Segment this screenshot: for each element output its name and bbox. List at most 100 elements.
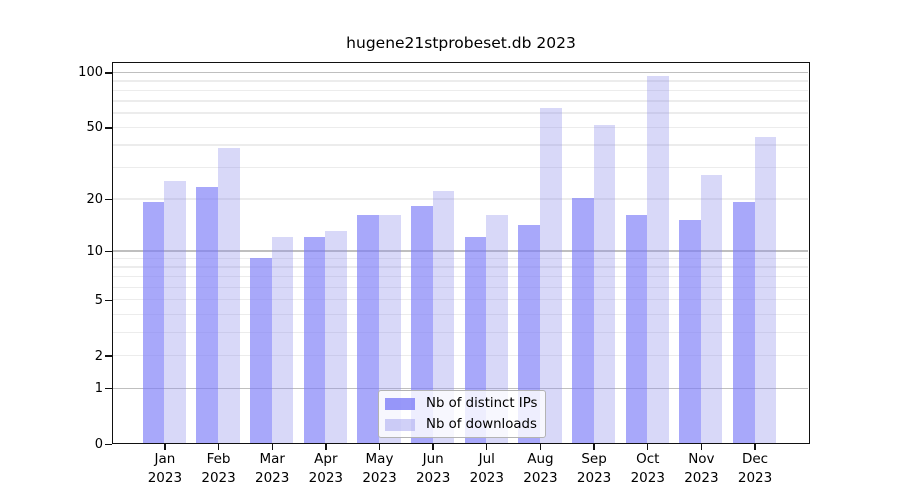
bar-feb-downloads [218,148,240,443]
y-tick-label: 20 [86,191,103,207]
bar-aug-distinct-ips [518,225,540,443]
bar-jun-downloads [432,190,455,443]
y-tick-mark [105,198,112,201]
x-axis-label-jan: Jan 2023 [127,450,203,488]
x-label-month: Oct [636,451,660,467]
x-label-year: 2023 [201,470,236,486]
x-axis-label-aug: Aug 2023 [502,450,578,488]
x-axis-label-may: May 2023 [342,450,418,488]
x-label-month: Aug [527,451,554,467]
x-label-month: Sep [581,451,607,467]
chart-title: hugene21stprobeset.db 2023 [346,34,576,52]
bar-apr-downloads [325,230,347,443]
legend-swatch-ips [385,397,415,410]
gridline-minor [113,354,808,357]
gridline-minor [113,80,808,82]
x-axis-label-dec: Dec 2023 [717,450,793,488]
x-label-month: Nov [688,451,715,467]
gridline-minor [113,126,808,129]
legend-label: Nb of distinct IPs [426,395,538,411]
bar-aug-downloads [539,108,562,443]
y-tick-mark [105,72,112,74]
y-tick-label: 5 [94,292,103,308]
x-label-year: 2023 [684,470,719,486]
x-axis-label-apr: Apr 2023 [288,450,364,488]
x-label-month: May [365,451,394,467]
x-axis-label-oct: Oct 2023 [610,450,686,488]
bar-nov-downloads [700,174,723,443]
y-tick-mark [105,355,112,357]
bar-oct-downloads [647,76,669,443]
x-tick-mark [700,444,703,450]
y-tick-label: 10 [86,243,103,259]
x-tick-mark [486,444,488,450]
x-axis-label-jun: Jun 2023 [395,450,471,488]
x-tick-mark [539,444,542,450]
x-tick-mark [325,444,327,450]
gridline-minor [113,331,808,334]
legend-item-distinct-ips: Nb of distinct IPs [385,395,539,411]
x-tick-mark [754,444,756,450]
gridline-minor [113,299,808,301]
x-axis-label-nov: Nov 2023 [663,450,739,488]
gridline-major [113,71,808,74]
x-axis-label-sep: Sep 2023 [556,450,632,488]
legend-label: Nb of downloads [426,416,537,432]
y-tick-label: 100 [78,65,103,81]
gridline-major [113,250,808,252]
x-label-year: 2023 [362,470,397,486]
y-tick-mark [105,388,112,390]
x-label-month: Jan [154,451,176,467]
x-tick-mark [217,444,220,450]
x-axis-label-jul: Jul 2023 [449,450,525,488]
x-tick-mark [271,444,273,450]
x-tick-mark [378,444,381,450]
gridline-minor [113,198,808,200]
bar-mar-downloads [271,236,294,443]
x-label-year: 2023 [415,470,451,486]
gridline-minor [113,257,808,260]
bar-jan-downloads [164,180,186,443]
bar-sep-distinct-ips [572,197,594,443]
x-label-month: Dec [741,451,769,467]
gridline-minor [113,144,808,146]
y-tick-mark [105,127,112,129]
bar-may-downloads [379,214,401,443]
x-label-year: 2023 [523,470,558,486]
x-label-month: Mar [259,451,285,467]
x-axis-label-feb: Feb 2023 [181,450,257,488]
x-label-year: 2023 [308,470,344,486]
gridline-minor [113,100,808,102]
x-label-month: Jul [478,451,495,467]
gridline-minor [113,286,808,288]
x-label-month: Jun [422,451,444,467]
bar-dec-distinct-ips [732,201,755,443]
bar-nov-distinct-ips [679,219,701,443]
gridline-minor [113,89,808,91]
y-tick-mark [105,299,112,301]
bar-jul-downloads [486,214,508,443]
x-tick-mark [593,444,595,450]
bar-dec-downloads [754,136,777,443]
bar-oct-distinct-ips [625,214,648,443]
x-label-year: 2023 [630,470,665,486]
y-tick-label: 2 [94,348,103,364]
legend-item-downloads: Nb of downloads [385,416,539,432]
bar-sep-downloads [593,124,616,443]
bar-mar-distinct-ips [250,257,272,443]
bar-may-distinct-ips [357,214,379,443]
y-tick-mark [105,250,112,253]
bar-apr-distinct-ips [303,236,326,443]
legend-swatch-downloads [385,418,415,431]
x-tick-mark [647,444,649,450]
gridline-major [113,387,808,389]
bar-jan-distinct-ips [142,201,165,443]
x-label-month: Apr [314,451,338,467]
gridline-minor [113,266,808,268]
x-tick-mark [432,444,434,450]
x-label-year: 2023 [576,470,612,486]
y-tick-label: 0 [94,437,103,452]
plot-area [112,62,810,444]
x-label-year: 2023 [147,470,183,486]
